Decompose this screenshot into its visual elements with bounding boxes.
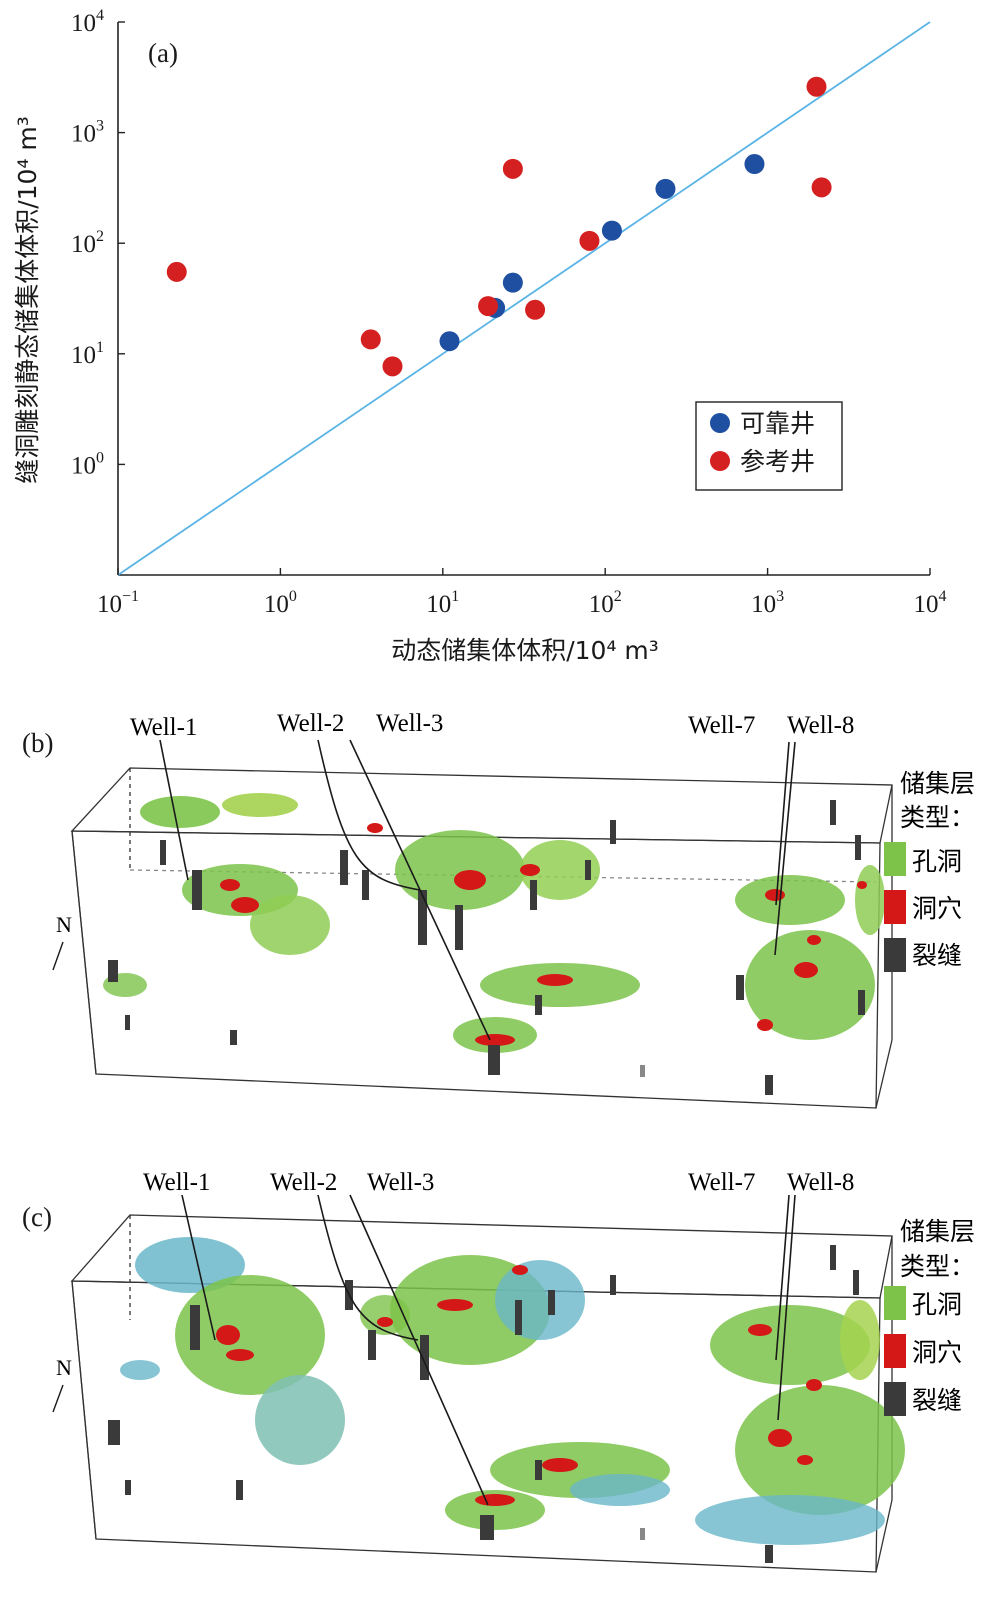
x-tick-label: 103 bbox=[751, 588, 784, 618]
legend-marker-reliable bbox=[710, 413, 730, 433]
y-ticks: 100 101 102 103 104 bbox=[71, 7, 125, 479]
legend-label-cave-b: 洞穴 bbox=[912, 894, 962, 923]
legend-c: 储集层 类型： 孔洞 洞穴 裂缝 bbox=[884, 1217, 975, 1416]
point-reference-well bbox=[579, 230, 600, 251]
fracture-bodies-c bbox=[108, 1245, 859, 1563]
well-label-2: Well-2 bbox=[277, 710, 344, 737]
vug-bodies-c bbox=[120, 1237, 905, 1545]
point-reliable-well bbox=[601, 220, 622, 241]
well-label-1-c: Well-1 bbox=[143, 1169, 210, 1196]
well-label-2-c: Well-2 bbox=[270, 1169, 337, 1196]
panel-label-a: (a) bbox=[148, 38, 178, 68]
y-tick-label: 100 bbox=[71, 449, 104, 479]
point-reference-well bbox=[360, 329, 381, 350]
legend: 可靠井 参考井 bbox=[695, 401, 843, 491]
x-tick-label: 104 bbox=[914, 588, 947, 618]
point-reference-well bbox=[811, 177, 832, 198]
legend-b: 储集层 类型： 孔洞 洞穴 裂缝 bbox=[884, 769, 975, 972]
panel-label-c: (c) bbox=[22, 1202, 52, 1232]
legend-swatch-fracture-b bbox=[884, 938, 906, 972]
well-label-3-c: Well-3 bbox=[367, 1169, 434, 1196]
reference-line-layer bbox=[117, 21, 931, 576]
x-ticks: 10−1 100 101 102 103 104 bbox=[97, 568, 947, 618]
legend-swatch-vug-b bbox=[884, 842, 906, 876]
y-tick-label: 101 bbox=[71, 339, 104, 369]
point-reliable-well bbox=[744, 154, 765, 175]
cave-bodies-c bbox=[216, 1265, 822, 1506]
point-reliable-well bbox=[655, 178, 676, 199]
legend-label-cave-c: 洞穴 bbox=[912, 1338, 962, 1367]
y-axis-title: 缝洞雕刻静态储集体体积/10⁴ m³ bbox=[13, 116, 42, 484]
reference-line-y-equals-x bbox=[117, 21, 931, 576]
model-box-frame-b bbox=[70, 767, 893, 1109]
point-reference-well bbox=[382, 356, 403, 377]
legend-swatch-cave-b bbox=[884, 890, 906, 924]
legend-title-b-2: 类型： bbox=[900, 803, 975, 832]
legend-label-fracture-b: 裂缝 bbox=[912, 941, 962, 970]
point-reference-well bbox=[478, 296, 499, 317]
y-tick-label: 104 bbox=[71, 7, 104, 37]
point-reference-well bbox=[525, 299, 546, 320]
point-reference-well bbox=[166, 261, 187, 282]
legend-swatch-cave-c bbox=[884, 1334, 906, 1368]
x-tick-label: 10−1 bbox=[97, 588, 139, 618]
well-label-8-c: Well-8 bbox=[787, 1169, 854, 1196]
legend-swatch-fracture-c bbox=[884, 1382, 906, 1416]
x-axis-title: 动态储集体体积/10⁴ m³ bbox=[391, 636, 659, 665]
legend-swatch-vug-c bbox=[884, 1286, 906, 1320]
x-tick-label: 100 bbox=[264, 588, 297, 618]
north-arrow-b: N bbox=[52, 912, 72, 971]
north-label-b: N bbox=[56, 912, 72, 937]
north-label-c: N bbox=[56, 1355, 72, 1380]
point-reliable-well bbox=[502, 272, 523, 293]
point-reliable-well bbox=[439, 331, 460, 352]
well-label-7-c: Well-7 bbox=[688, 1169, 755, 1196]
panel-b-3d-model: (b) bbox=[22, 710, 975, 1109]
y-tick-label: 103 bbox=[71, 118, 104, 148]
points-layer bbox=[166, 76, 832, 377]
legend-title-c-2: 类型： bbox=[900, 1252, 975, 1281]
well-labels-c: Well-1 Well-2 Well-3 Well-7 Well-8 bbox=[143, 1169, 854, 1196]
x-tick-label: 101 bbox=[426, 588, 459, 618]
fracture-bodies-b bbox=[108, 800, 865, 1095]
x-tick-label: 102 bbox=[589, 588, 622, 618]
well-label-8: Well-8 bbox=[787, 712, 854, 739]
panel-label-b: (b) bbox=[22, 728, 53, 758]
well-labels-b: Well-1 Well-2 Well-3 Well-7 Well-8 bbox=[130, 710, 854, 741]
legend-label-vug-c: 孔洞 bbox=[912, 1290, 962, 1319]
panel-c-3d-model: (c) bbox=[22, 1169, 975, 1573]
well-trajectories-b bbox=[159, 739, 796, 1041]
vug-bodies-b bbox=[103, 793, 885, 1053]
y-tick-label: 102 bbox=[71, 228, 104, 258]
legend-marker-reference bbox=[710, 451, 730, 471]
legend-label-fracture-c: 裂缝 bbox=[912, 1386, 962, 1415]
legend-label-vug-b: 孔洞 bbox=[912, 847, 962, 876]
point-reference-well bbox=[502, 158, 523, 179]
legend-title-b-1: 储集层 bbox=[900, 769, 975, 798]
well-label-3: Well-3 bbox=[376, 710, 443, 737]
legend-title-c-1: 储集层 bbox=[900, 1217, 975, 1246]
north-arrow-c: N bbox=[52, 1355, 72, 1413]
cave-bodies-b bbox=[220, 823, 867, 1046]
legend-label-reliable: 可靠井 bbox=[740, 409, 815, 438]
well-label-7: Well-7 bbox=[688, 712, 755, 739]
well-trajectories-c bbox=[181, 1194, 796, 1506]
well-label-1: Well-1 bbox=[130, 714, 197, 741]
point-reference-well bbox=[806, 76, 827, 97]
legend-label-reference: 参考井 bbox=[740, 447, 815, 476]
